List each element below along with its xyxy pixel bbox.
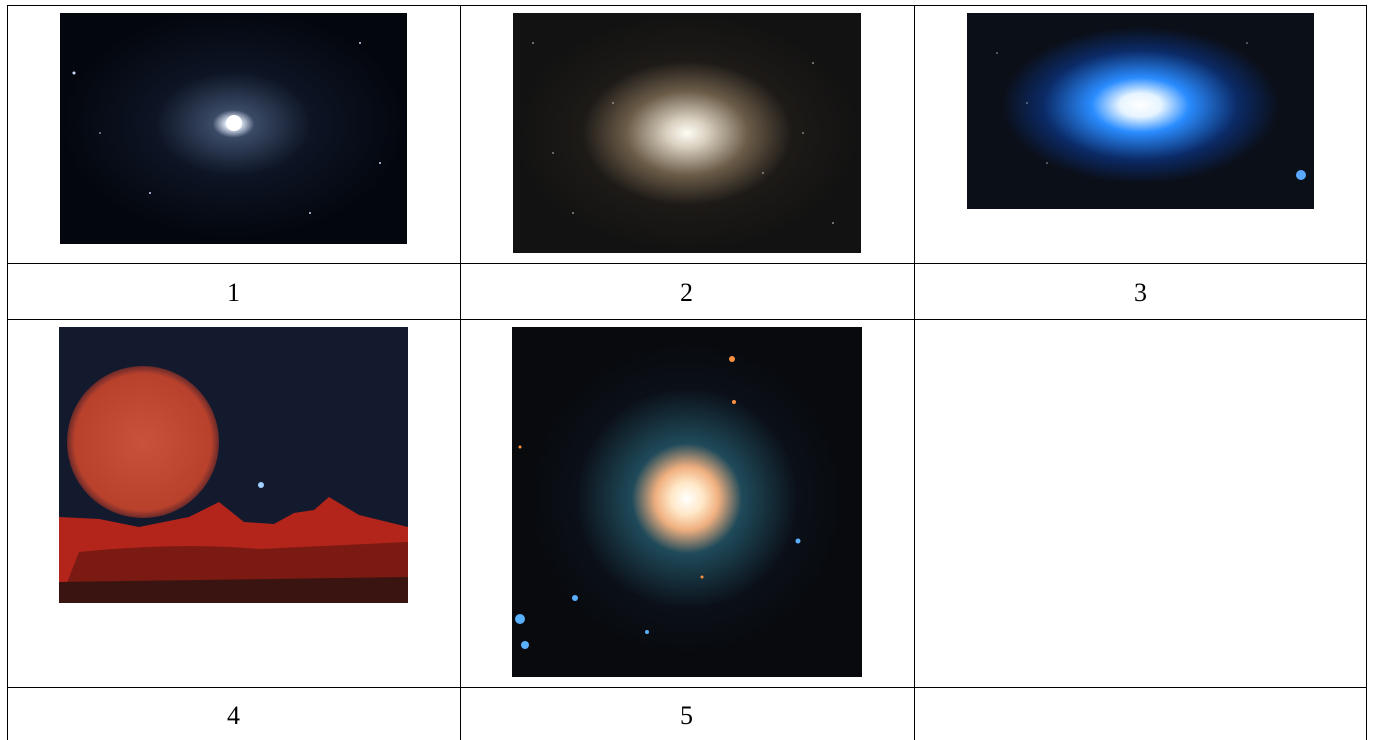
planet-image: [59, 327, 408, 603]
star-image: [513, 13, 861, 253]
cell-label: 2: [460, 278, 913, 308]
table-border: [7, 319, 1367, 320]
table-border: [7, 5, 8, 740]
page: {"table": {"rows": [["1", "2", "3"], ["4…: [0, 0, 1373, 740]
cell-label: 1: [7, 278, 460, 308]
cell-label: 3: [914, 278, 1367, 308]
table-border: [7, 687, 1367, 688]
star-image: [512, 327, 862, 677]
cell-label: 4: [7, 701, 460, 731]
star-image: [60, 13, 407, 244]
table-border: [914, 5, 915, 740]
table-border: [460, 5, 461, 740]
table-border: [1366, 5, 1367, 740]
table-border: [7, 5, 1367, 6]
cell-label: 5: [460, 701, 913, 731]
star-image: [967, 13, 1314, 209]
table-border: [7, 263, 1367, 264]
